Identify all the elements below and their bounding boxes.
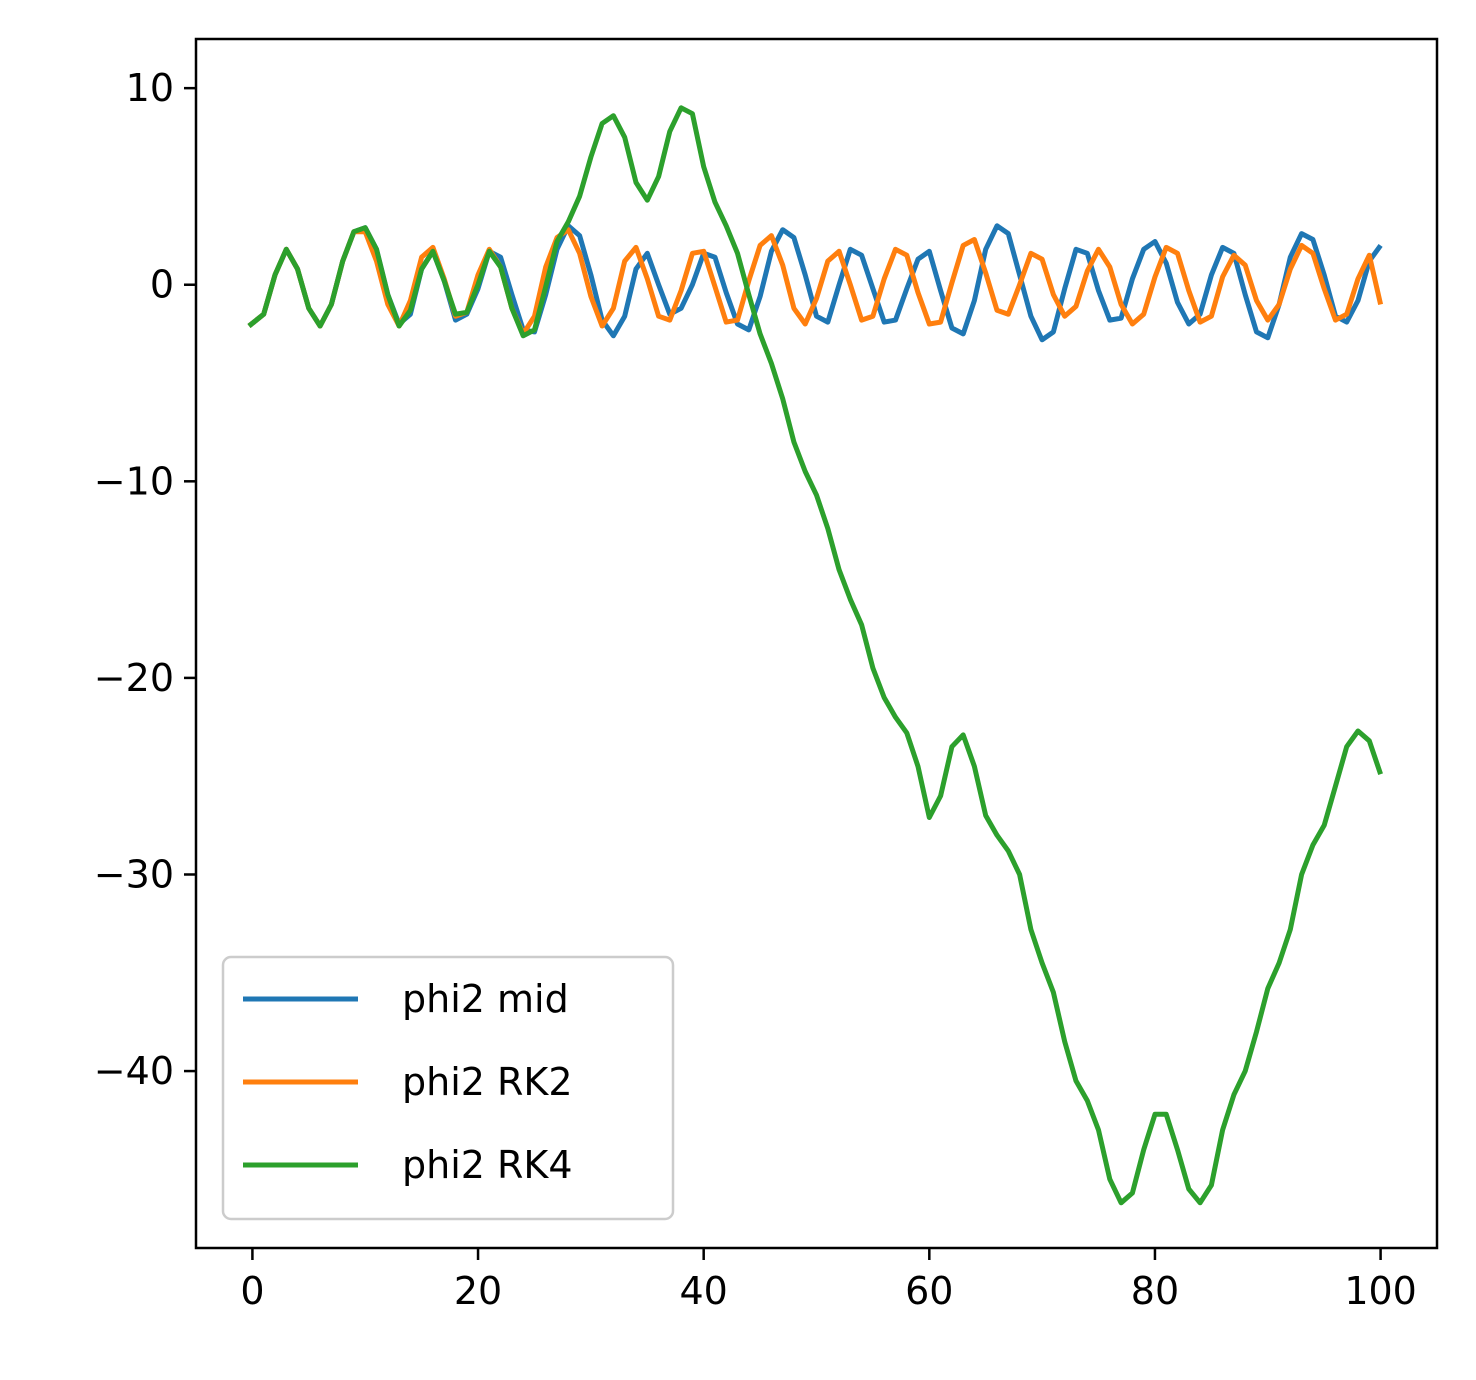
axes-frame bbox=[194, 37, 1439, 1250]
y-tick-label: −10 bbox=[94, 459, 174, 503]
x-tick-label: 80 bbox=[1131, 1269, 1179, 1313]
x-tick-label: 60 bbox=[905, 1269, 953, 1313]
series-layer bbox=[247, 105, 1384, 1206]
legend-label-3: phi2 RK4 bbox=[402, 1143, 573, 1187]
x-tick-label: 100 bbox=[1344, 1269, 1417, 1313]
series-line-3 bbox=[247, 105, 1383, 1206]
y-tick-label: −20 bbox=[94, 656, 174, 700]
y-tick-label: 10 bbox=[126, 66, 174, 110]
x-tick-label: 0 bbox=[240, 1269, 264, 1313]
legend: phi2 mid phi2 RK2 phi2 RK4 bbox=[221, 955, 675, 1221]
x-tick-label: 40 bbox=[680, 1269, 728, 1313]
y-tick-label: −40 bbox=[94, 1049, 174, 1093]
legend-label-2: phi2 RK2 bbox=[402, 1060, 573, 1104]
legend-box bbox=[221, 955, 675, 1221]
y-tick-label: 0 bbox=[150, 263, 174, 307]
legend-entries: phi2 mid phi2 RK2 phi2 RK4 bbox=[243, 977, 573, 1187]
legend-label-1: phi2 mid bbox=[402, 977, 569, 1021]
x-tick-label: 20 bbox=[454, 1269, 502, 1313]
y-tick-label: −30 bbox=[94, 852, 174, 896]
